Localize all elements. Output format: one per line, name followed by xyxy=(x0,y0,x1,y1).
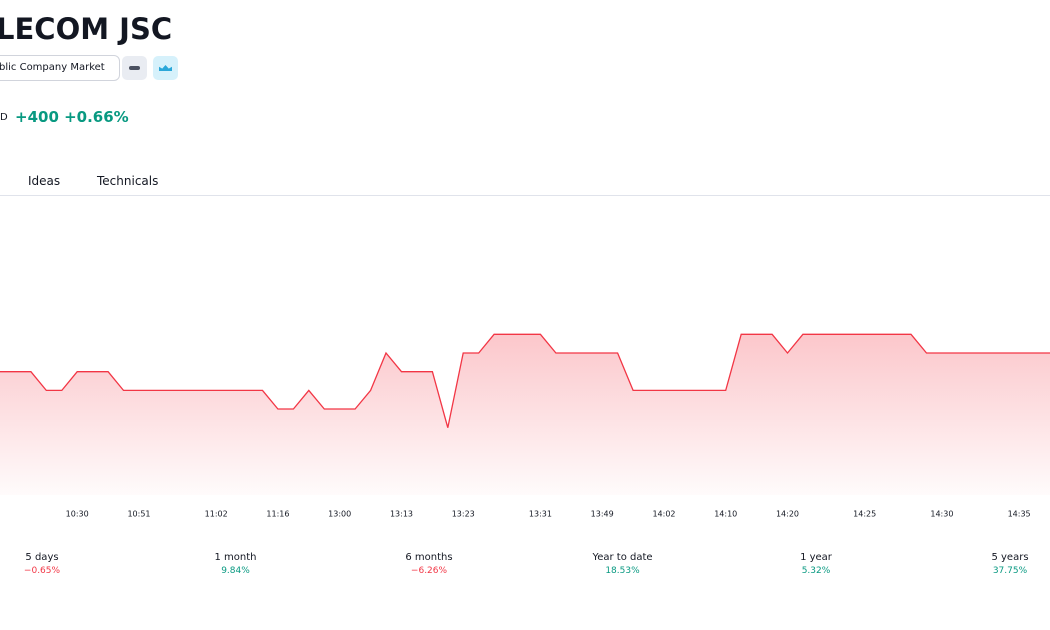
x-tick-label: 13:49 xyxy=(591,510,614,519)
crown-button[interactable] xyxy=(153,56,178,80)
tab[interactable]: Technicals xyxy=(97,174,159,188)
performance-item[interactable]: 6 months −6.26% xyxy=(369,552,489,576)
x-tick-label: 13:23 xyxy=(452,510,475,519)
period: 1 month xyxy=(214,552,257,563)
x-tick-label: 14:30 xyxy=(930,510,953,519)
price-line xyxy=(0,333,1050,428)
x-tick-label: 11:16 xyxy=(266,510,289,519)
x-tick-label: 14:35 xyxy=(1008,510,1031,519)
currency: D xyxy=(0,112,8,123)
performance-item[interactable]: 1 year 5.32% xyxy=(756,552,876,576)
period: Year to date xyxy=(592,552,653,563)
period: 5 days xyxy=(25,552,59,563)
period-change: 5.32% xyxy=(801,566,831,576)
x-tick-label: 14:10 xyxy=(714,510,737,519)
period: 1 year xyxy=(800,552,832,563)
period-change: 37.75% xyxy=(992,566,1028,576)
performance-item[interactable]: 1 month 9.84% xyxy=(176,552,296,576)
area xyxy=(0,334,1050,495)
x-tick-label: 10:51 xyxy=(127,510,150,519)
performance-item[interactable]: Year to date 18.53% xyxy=(563,552,683,576)
x-tick-label: 14:25 xyxy=(853,510,876,519)
tab[interactable]: Ideas xyxy=(28,174,61,188)
x-tick-label: 13:31 xyxy=(529,510,552,519)
minus-button[interactable] xyxy=(122,56,147,80)
period-change: −6.26% xyxy=(410,566,448,576)
performance-item[interactable]: 5 years 37.75% xyxy=(950,552,1050,576)
x-tick-label: 13:00 xyxy=(328,510,351,519)
market-pill[interactable]: blic Company Market xyxy=(0,55,120,81)
price-change: +400 +0.66% xyxy=(15,108,129,126)
x-tick-label: 13:13 xyxy=(390,510,413,519)
symbol-title: LECOM JSC xyxy=(0,12,173,46)
period: 6 months xyxy=(405,552,453,563)
period-change: 9.84% xyxy=(221,566,250,576)
x-tick-label: 14:02 xyxy=(652,510,675,519)
period: 5 years xyxy=(991,552,1029,563)
chart: 10:30 10:51 11:02 11:16 13:00 13:13 13:23 13:31… xyxy=(0,333,1050,519)
period-change: −0.65% xyxy=(23,566,61,576)
x-tick-label: 10:30 xyxy=(66,510,89,519)
performance-item[interactable]: 5 days −0.65% xyxy=(0,552,102,576)
divider xyxy=(0,195,1050,196)
period-change: 18.53% xyxy=(605,566,640,576)
x-tick-label: 11:02 xyxy=(205,510,228,519)
x-tick-label: 14:20 xyxy=(776,510,799,519)
